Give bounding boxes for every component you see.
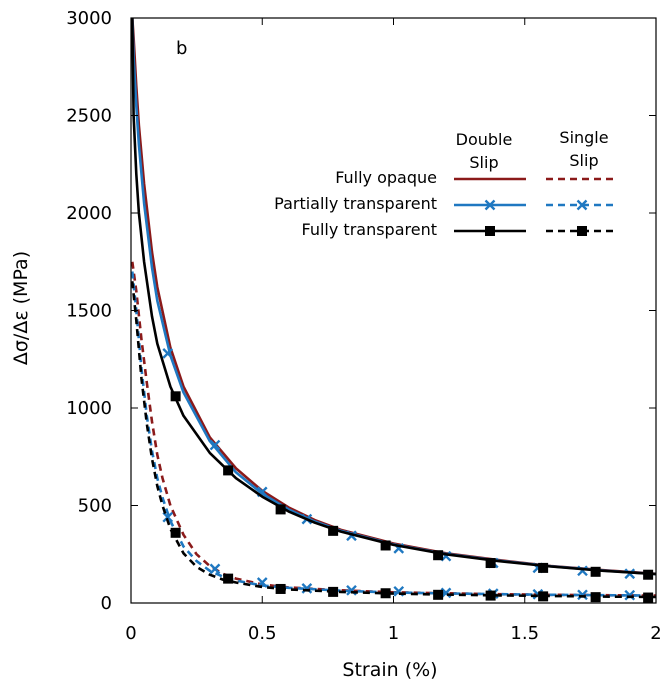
data-point-partially-transparent-single-slip xyxy=(624,589,636,601)
data-point-partially-transparent-double-slip xyxy=(162,348,174,359)
data-point-fully-transparent-single-slip xyxy=(223,573,234,584)
x-tick-label: 0.5 xyxy=(248,623,277,644)
data-point-fully-transparent-single-slip xyxy=(328,586,339,597)
data-point-fully-transparent-single-slip xyxy=(538,591,549,602)
data-point-partially-transparent-single-slip xyxy=(209,563,221,575)
legend-label-fully-opaque: Fully opaque xyxy=(335,168,437,187)
legend-marker-partially-transparent-single xyxy=(576,199,588,211)
legend-header-double-line1: Double xyxy=(456,130,513,149)
x-tick-label: 1.5 xyxy=(510,623,539,644)
y-tick-label: 1500 xyxy=(66,301,112,322)
legend: Double Slip Single Slip Fully opaque Par… xyxy=(274,128,618,239)
data-point-fully-transparent-single-slip xyxy=(433,589,444,600)
data-point-fully-transparent-single-slip xyxy=(590,592,601,603)
legend-header-single-line1: Single xyxy=(559,128,608,147)
data-point-fully-transparent-double-slip xyxy=(643,569,654,580)
legend-label-fully-transparent: Fully transparent xyxy=(302,220,438,239)
series-layer xyxy=(131,17,657,603)
data-point-fully-transparent-single-slip xyxy=(275,583,286,594)
legend-marker-fully-transparent-single xyxy=(577,226,587,236)
legend-label-partially-transparent: Partially transparent xyxy=(274,194,437,213)
data-point-fully-transparent-double-slip xyxy=(275,504,286,515)
data-point-fully-transparent-single-slip xyxy=(485,590,496,601)
y-tick-label: 1000 xyxy=(66,398,112,419)
data-point-partially-transparent-single-slip xyxy=(577,589,588,601)
data-point-fully-transparent-double-slip xyxy=(590,566,601,577)
x-axis-label: Strain (%) xyxy=(342,659,437,681)
legend-header-double-line2: Slip xyxy=(469,153,498,172)
y-tick-label: 3000 xyxy=(66,8,112,29)
data-point-fully-transparent-single-slip xyxy=(380,588,391,599)
x-tick-label: 0 xyxy=(125,623,136,644)
y-tick-label: 2000 xyxy=(66,203,112,224)
data-point-fully-transparent-double-slip xyxy=(170,391,181,402)
data-point-fully-transparent-double-slip xyxy=(380,540,391,551)
data-point-fully-transparent-double-slip xyxy=(433,550,444,561)
data-point-fully-transparent-single-slip xyxy=(170,527,181,538)
x-tick-label: 2 xyxy=(650,623,661,644)
data-point-fully-transparent-double-slip xyxy=(223,465,234,476)
y-tick-label: 2500 xyxy=(66,106,112,127)
data-point-partially-transparent-double-slip xyxy=(209,439,221,451)
panel-label: b xyxy=(176,38,187,59)
data-point-fully-transparent-double-slip xyxy=(538,562,549,573)
data-point-fully-transparent-double-slip xyxy=(328,525,339,536)
y-axis-label: Δσ/Δε (MPa) xyxy=(10,251,32,365)
axis-layer: 0 0.5 1 1.5 2 0 500 1000 1500 2000 2500 3000 xyxy=(66,8,662,644)
data-point-partially-transparent-single-slip xyxy=(162,511,174,523)
series-line-fully-transparent-double-slip xyxy=(131,17,657,576)
x-tick-label: 1 xyxy=(388,623,399,644)
legend-marker-fully-transparent-double xyxy=(485,226,495,236)
y-tick-label: 0 xyxy=(101,593,112,614)
data-point-fully-transparent-double-slip xyxy=(485,558,496,569)
data-point-fully-transparent-single-slip xyxy=(643,592,654,603)
series-line-fully-transparent-single-slip xyxy=(131,281,657,599)
legend-header-single-line2: Slip xyxy=(569,151,598,170)
y-tick-label: 500 xyxy=(78,496,112,517)
legend-marker-partially-transparent-double xyxy=(484,199,496,211)
